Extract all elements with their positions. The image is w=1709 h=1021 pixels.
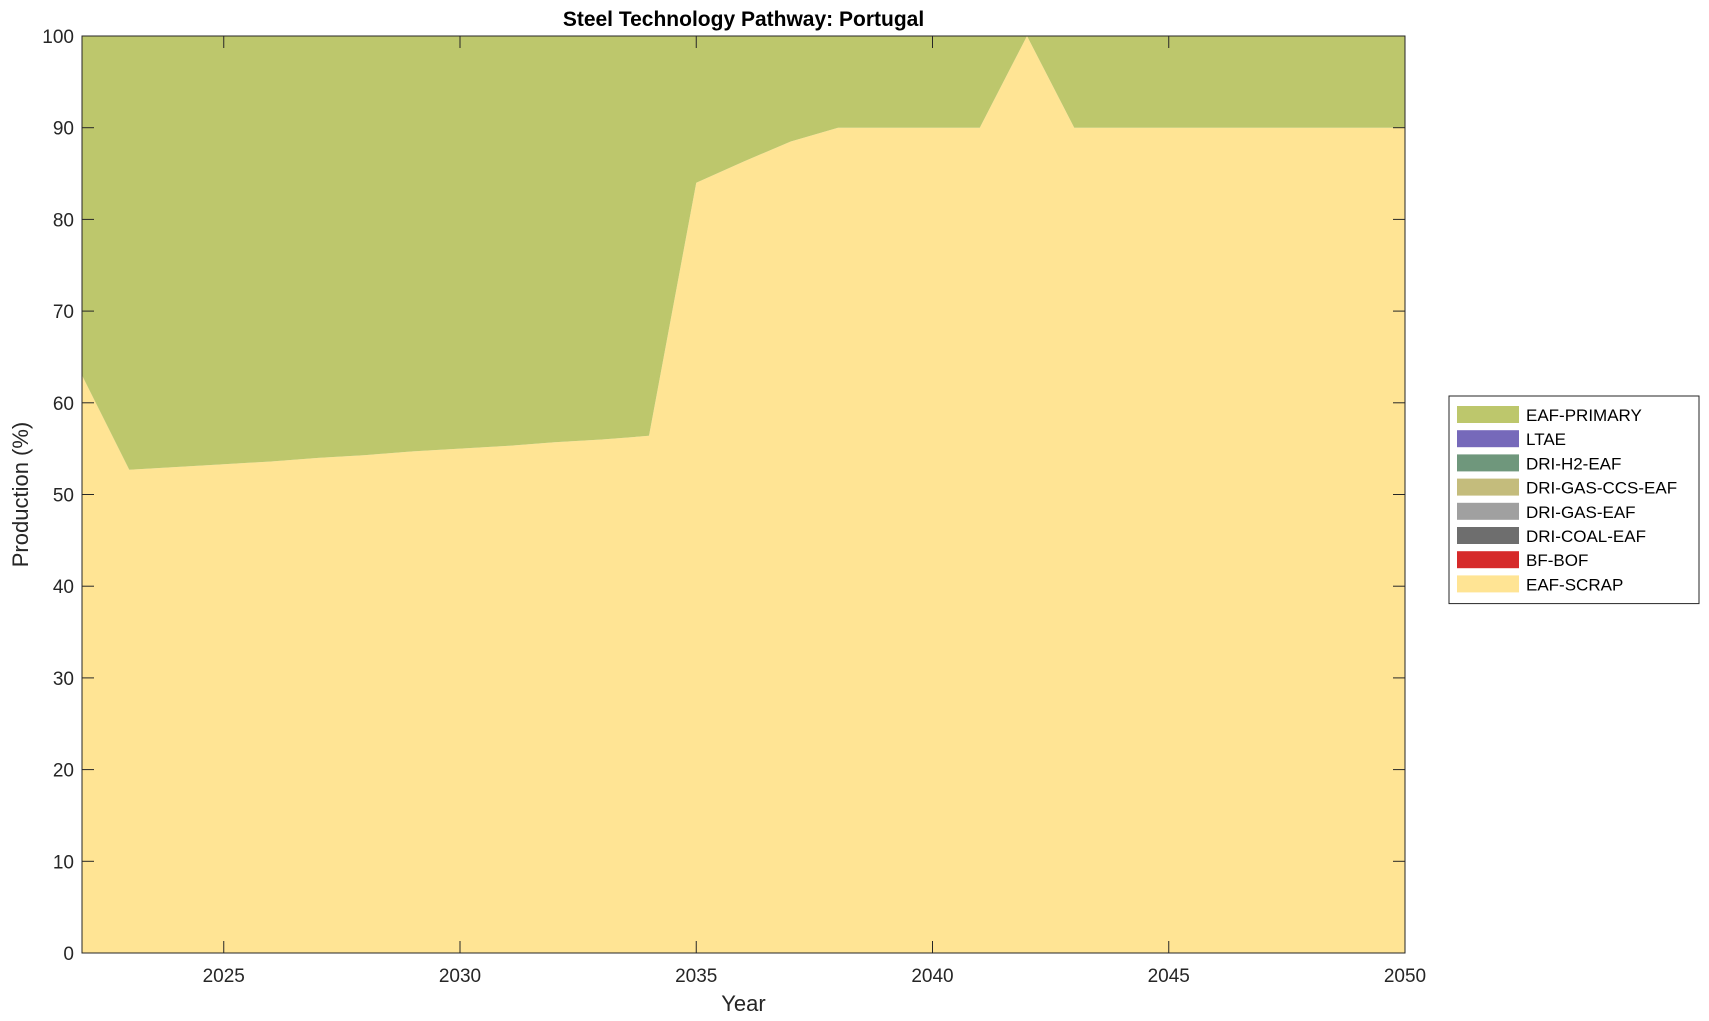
legend-label: DRI-H2-EAF (1526, 454, 1621, 473)
x-tick-label: 2050 (1384, 966, 1426, 987)
y-tick-label: 40 (53, 577, 74, 598)
legend-item-dri-gas-ccs-eaf: DRI-GAS-CCS-EAF (1457, 478, 1677, 498)
y-tick-label: 100 (42, 27, 74, 48)
y-tick-label: 50 (53, 486, 74, 507)
legend-label: DRI-GAS-EAF (1526, 503, 1636, 522)
legend-swatch (1457, 551, 1519, 569)
legend-label: DRI-GAS-CCS-EAF (1526, 479, 1677, 498)
x-tick-label: 2040 (911, 966, 953, 987)
legend-item-eaf-scrap: EAF-SCRAP (1457, 575, 1623, 594)
legend-item-eaf-primary: EAF-PRIMARY (1457, 406, 1642, 425)
legend-label: EAF-PRIMARY (1526, 406, 1642, 425)
x-axis-ticks: 2025 2030 2035 2040 2045 2050 (203, 36, 1426, 987)
area-eaf-scrap (82, 36, 1405, 953)
area-layers (82, 36, 1405, 953)
legend-item-dri-gas-eaf: DRI-GAS-EAF (1457, 502, 1636, 522)
legend-item-bf-bof: BF-BOF (1457, 551, 1588, 570)
legend-swatch (1457, 575, 1519, 593)
legend-swatch (1457, 502, 1519, 520)
legend-swatch (1457, 406, 1519, 423)
y-tick-label: 30 (53, 669, 74, 690)
legend-label: LTAE (1526, 430, 1566, 449)
y-tick-label: 0 (63, 944, 74, 965)
x-tick-label: 2045 (1148, 966, 1190, 987)
y-tick-label: 80 (53, 210, 74, 231)
legend-box (1448, 395, 1700, 605)
y-tick-label: 90 (53, 119, 74, 140)
x-tick-label: 2025 (203, 966, 245, 987)
legend-item-ltae: LTAE (1457, 430, 1566, 449)
legend: EAF-PRIMARY LTAE DRI-H2-EAF DRI-GAS-CCS-EAF… (1448, 395, 1700, 605)
y-tick-label: 20 (53, 761, 74, 782)
legend-swatch (1457, 454, 1519, 472)
legend-item-dri-h2-eaf: DRI-H2-EAF (1457, 454, 1621, 473)
legend-swatch (1457, 478, 1519, 496)
legend-item-dri-coal-eaf: DRI-COAL-EAF (1457, 527, 1646, 546)
chart-title: Steel Technology Pathway: Portugal (563, 8, 924, 31)
y-tick-label: 60 (53, 394, 74, 415)
x-tick-label: 2035 (675, 966, 717, 987)
legend-label: EAF-SCRAP (1526, 575, 1623, 594)
y-axis-ticks: 0 10 20 30 40 50 60 70 80 90 100 (42, 27, 1405, 965)
legend-swatch (1457, 430, 1519, 448)
legend-label: BF-BOF (1526, 551, 1588, 570)
x-tick-label: 2030 (439, 966, 481, 987)
y-tick-label: 70 (53, 302, 74, 323)
legend-swatch (1457, 527, 1519, 544)
legend-label: DRI-COAL-EAF (1526, 527, 1646, 546)
y-tick-label: 10 (53, 852, 74, 873)
y-axis-label: Production (%) (8, 422, 33, 568)
area-eaf-primary (82, 36, 1405, 470)
x-axis-label: Year (721, 991, 765, 1016)
